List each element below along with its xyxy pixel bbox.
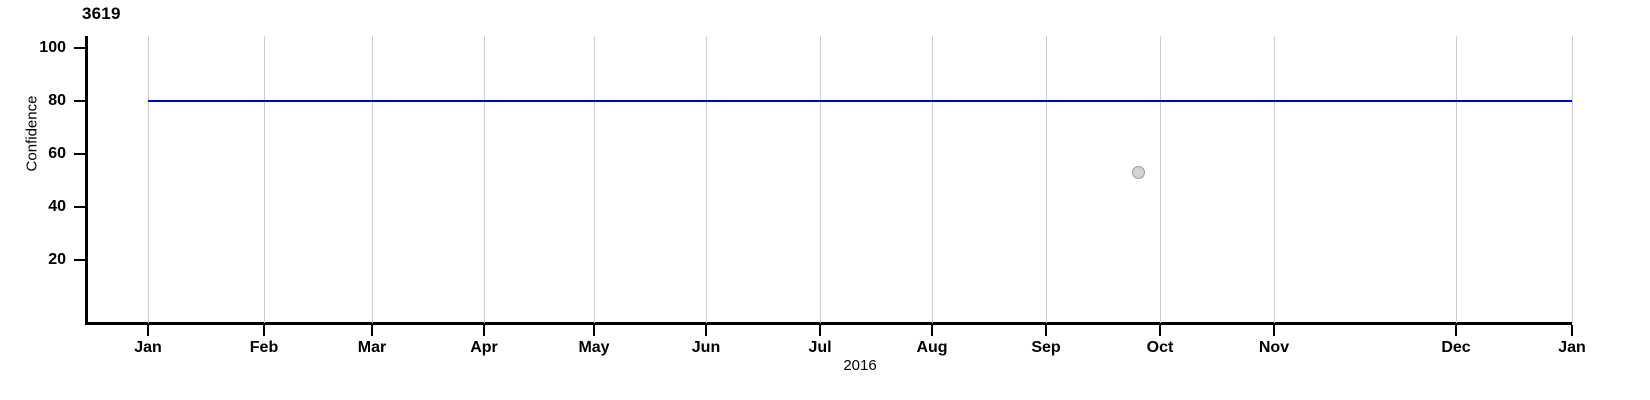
x-axis-spine <box>85 322 1572 325</box>
x-tick-mark <box>1455 325 1457 336</box>
y-tick-label: 60 <box>48 145 66 162</box>
gridline-vertical <box>1572 36 1573 323</box>
data-point-marker[interactable] <box>1131 166 1145 180</box>
chart-title: 3619 <box>82 4 121 23</box>
threshold-line <box>148 100 1572 102</box>
gridline-vertical <box>484 36 485 323</box>
gridline-vertical <box>148 36 149 323</box>
y-tick-label-wrap: 40 <box>4 199 66 215</box>
y-axis-label: Confidence <box>23 95 41 172</box>
x-tick-label: Oct <box>1146 339 1174 356</box>
x-tick-label: Nov <box>1258 339 1290 356</box>
y-tick-label-wrap: 100 <box>4 40 66 56</box>
y-tick-label: 40 <box>48 198 66 215</box>
x-tick-label: Dec <box>1441 339 1471 356</box>
y-tick-label-wrap: 20 <box>4 252 66 268</box>
x-tick-mark <box>593 325 595 336</box>
x-tick-mark <box>931 325 933 336</box>
gridline-vertical <box>1456 36 1457 323</box>
gridline-vertical <box>264 36 265 323</box>
x-tick-mark <box>371 325 373 336</box>
x-tick-label: Jun <box>691 339 721 356</box>
x-tick-label: Aug <box>916 339 948 356</box>
x-tick-label: Feb <box>249 339 279 356</box>
y-tick-label: 20 <box>48 251 66 268</box>
y-axis-spine <box>85 36 88 325</box>
x-tick-mark <box>705 325 707 336</box>
x-tick-label: Jan <box>134 339 162 356</box>
x-axis-group-label: 2016 <box>843 357 877 374</box>
gridline-vertical <box>820 36 821 323</box>
x-tick-label: Mar <box>357 339 387 356</box>
gridline-vertical <box>1046 36 1047 323</box>
y-tick-mark <box>74 153 86 155</box>
gridline-vertical <box>706 36 707 323</box>
y-tick-mark <box>74 206 86 208</box>
y-tick-label: 100 <box>39 39 66 56</box>
x-tick-mark <box>819 325 821 336</box>
gridline-vertical <box>1274 36 1275 323</box>
gridline-vertical <box>932 36 933 323</box>
x-tick-mark <box>1273 325 1275 336</box>
gridline-vertical <box>594 36 595 323</box>
gridline-vertical <box>372 36 373 323</box>
x-tick-label: Sep <box>1031 339 1061 356</box>
y-tick-label-wrap: 60 <box>4 146 66 162</box>
x-tick-mark <box>483 325 485 336</box>
y-tick-mark <box>74 47 86 49</box>
x-tick-label: May <box>578 339 610 356</box>
y-tick-label-wrap: 80 <box>4 93 66 109</box>
x-tick-mark <box>1045 325 1047 336</box>
y-tick-mark <box>74 259 86 261</box>
gridline-vertical <box>1160 36 1161 323</box>
x-tick-label: Jan <box>1558 339 1586 356</box>
x-tick-mark <box>1571 325 1573 336</box>
x-tick-mark <box>263 325 265 336</box>
y-tick-mark <box>74 100 86 102</box>
x-tick-label: Apr <box>470 339 498 356</box>
y-tick-label: 80 <box>48 92 66 109</box>
x-tick-mark <box>147 325 149 336</box>
x-tick-mark <box>1159 325 1161 336</box>
x-tick-label: Jul <box>808 339 832 356</box>
